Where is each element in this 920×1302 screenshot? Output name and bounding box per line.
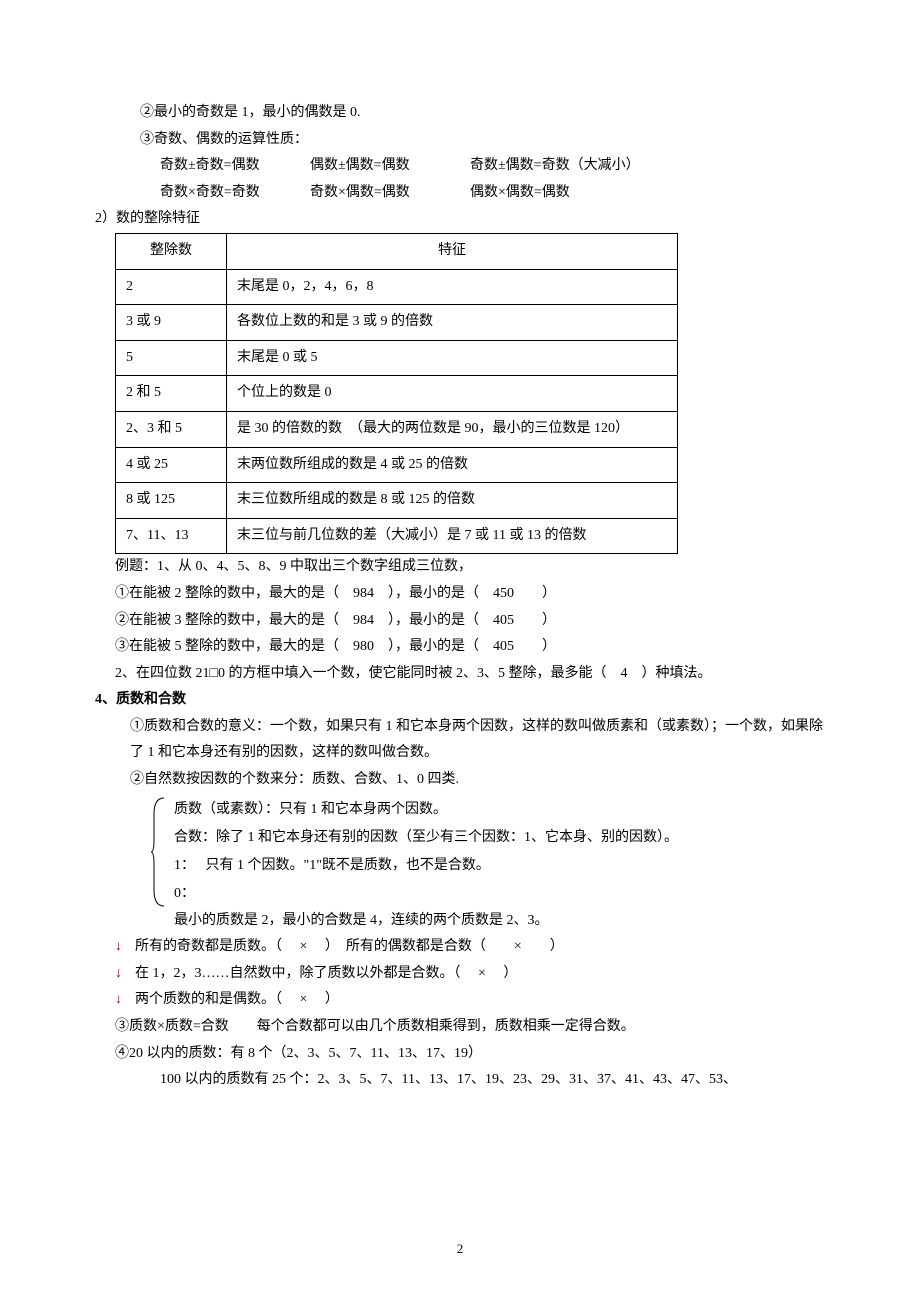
table-row: 4 或 25 末两位数所组成的数是 4 或 25 的倍数 <box>116 447 678 483</box>
natural-classification: ②自然数按因数的个数来分：质数、合数、1、0 四类. <box>90 767 830 794</box>
bullet-text: 所有的奇数都是质数。（ × ） 所有的偶数都是合数（ × ） <box>135 934 830 961</box>
rule-cell: 奇数×偶数=偶数 <box>310 180 470 207</box>
table-cell: 4 或 25 <box>116 447 227 483</box>
table-cell: 末尾是 0，2，4，6，8 <box>227 269 678 305</box>
table-cell: 2 <box>116 269 227 305</box>
bullet-line: ↓ 所有的奇数都是质数。（ × ） 所有的偶数都是合数（ × ） <box>90 934 830 961</box>
prime-def-text: ①质数和合数的意义：一个数，如果只有 1 和它本身两个因数，这样的数叫做质素和（… <box>130 719 823 761</box>
table-header-cell: 整除数 <box>116 233 227 269</box>
table-cell: 末尾是 0 或 5 <box>227 340 678 376</box>
table-cell: 末三位与前几位数的差（大减小）是 7 或 11 或 13 的倍数 <box>227 518 678 554</box>
brace-group: 质数（或素数）：只有 1 和它本身两个因数。 合数：除了 1 和它本身还有别的因… <box>90 796 830 908</box>
table-cell: 7、11、13 <box>116 518 227 554</box>
rule-cell: 偶数×偶数=偶数 <box>470 180 830 207</box>
table-cell: 各数位上数的和是 3 或 9 的倍数 <box>227 305 678 341</box>
page-number: 2 <box>0 1237 920 1262</box>
table-row: 整除数 特征 <box>116 233 678 269</box>
prime-product-line: ③质数×质数=合数 每个合数都可以由几个质数相乘得到，质数相乘一定得合数。 <box>90 1014 830 1041</box>
min-prime-line: 最小的质数是 2，最小的合数是 4，连续的两个质数是 2、3。 <box>90 908 830 935</box>
brace-line: 合数：除了 1 和它本身还有别的因数（至少有三个因数：1、它本身、别的因数）。 <box>174 824 830 852</box>
rule-row-1: 奇数±奇数=偶数 偶数±偶数=偶数 奇数±偶数=奇数（大减小） <box>90 153 830 180</box>
brace-content: 质数（或素数）：只有 1 和它本身两个因数。 合数：除了 1 和它本身还有别的因… <box>174 796 830 908</box>
table-cell: 是 30 的倍数的数 （最大的两位数是 90，最小的三位数是 120） <box>227 411 678 447</box>
rule-cell: 奇数×奇数=奇数 <box>160 180 310 207</box>
brace-icon <box>150 796 168 908</box>
bullet-text: 在 1，2，3……自然数中，除了质数以外都是合数。（ × ） <box>135 961 830 988</box>
para-divisibility-heading: 2）数的整除特征 <box>90 206 830 233</box>
download-icon: ↓ <box>115 961 135 988</box>
page-container: ②最小的奇数是 1，最小的偶数是 0. ③奇数、偶数的运算性质： 奇数±奇数=偶… <box>0 0 920 1302</box>
example-line: ①在能被 2 整除的数中，最大的是（ 984 ），最小的是（ 450 ） <box>90 581 830 608</box>
table-cell: 末三位数所组成的数是 8 或 125 的倍数 <box>227 483 678 519</box>
brace-line: 0： <box>174 880 830 908</box>
table-cell: 3 或 9 <box>116 305 227 341</box>
example-intro: 例题：1、从 0、4、5、8、9 中取出三个数字组成三位数， <box>90 554 830 581</box>
rule-cell: 偶数±偶数=偶数 <box>310 153 470 180</box>
table-row: 8 或 125 末三位数所组成的数是 8 或 125 的倍数 <box>116 483 678 519</box>
para-min-odd-even: ②最小的奇数是 1，最小的偶数是 0. <box>90 100 830 127</box>
download-icon: ↓ <box>115 934 135 961</box>
rule-cell: 奇数±偶数=奇数（大减小） <box>470 153 830 180</box>
para-operation-intro: ③奇数、偶数的运算性质： <box>90 127 830 154</box>
primes-under-20: ④20 以内的质数：有 8 个（2、3、5、7、11、13、17、19） <box>90 1041 830 1068</box>
table-row: 2 末尾是 0，2，4，6，8 <box>116 269 678 305</box>
rule-cell: 奇数±奇数=偶数 <box>160 153 310 180</box>
table-row: 2 和 5 个位上的数是 0 <box>116 376 678 412</box>
table-cell: 8 或 125 <box>116 483 227 519</box>
table-row: 7、11、13 末三位与前几位数的差（大减小）是 7 或 11 或 13 的倍数 <box>116 518 678 554</box>
table-header-cell: 特征 <box>227 233 678 269</box>
table-cell: 个位上的数是 0 <box>227 376 678 412</box>
example-line: 2、在四位数 21□0 的方框中填入一个数，使它能同时被 2、3、5 整除，最多… <box>90 661 830 688</box>
bullet-line: ↓ 在 1，2，3……自然数中，除了质数以外都是合数。（ × ） <box>90 961 830 988</box>
table-row: 3 或 9 各数位上数的和是 3 或 9 的倍数 <box>116 305 678 341</box>
divisibility-table: 整除数 特征 2 末尾是 0，2，4，6，8 3 或 9 各数位上数的和是 3 … <box>115 233 678 554</box>
download-icon: ↓ <box>115 987 135 1014</box>
bullet-text: 两个质数的和是偶数。（ × ） <box>135 987 830 1014</box>
prime-def: ①质数和合数的意义：一个数，如果只有 1 和它本身两个因数，这样的数叫做质素和（… <box>90 714 830 767</box>
table-row: 2、3 和 5 是 30 的倍数的数 （最大的两位数是 90，最小的三位数是 1… <box>116 411 678 447</box>
rule-row-2: 奇数×奇数=奇数 奇数×偶数=偶数 偶数×偶数=偶数 <box>90 180 830 207</box>
table-cell: 2 和 5 <box>116 376 227 412</box>
example-line: ②在能被 3 整除的数中，最大的是（ 984 ），最小的是（ 405 ） <box>90 608 830 635</box>
example-line: ③在能被 5 整除的数中，最大的是（ 980 ），最小的是（ 405 ） <box>90 634 830 661</box>
brace-line: 质数（或素数）：只有 1 和它本身两个因数。 <box>174 796 830 824</box>
section-4-heading: 4、质数和合数 <box>90 687 830 714</box>
primes-under-100: 100 以内的质数有 25 个：2、3、5、7、11、13、17、19、23、2… <box>90 1067 830 1094</box>
table-cell: 末两位数所组成的数是 4 或 25 的倍数 <box>227 447 678 483</box>
table-row: 5 末尾是 0 或 5 <box>116 340 678 376</box>
table-cell: 2、3 和 5 <box>116 411 227 447</box>
table-cell: 5 <box>116 340 227 376</box>
brace-line: 1： 只有 1 个因数。"1"既不是质数，也不是合数。 <box>174 852 830 880</box>
bullet-line: ↓ 两个质数的和是偶数。（ × ） <box>90 987 830 1014</box>
